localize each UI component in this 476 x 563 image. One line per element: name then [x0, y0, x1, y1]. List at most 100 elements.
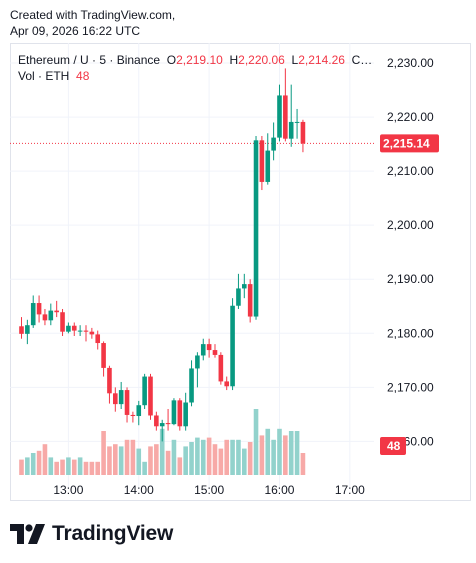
price-axis[interactable]: 2,230.00 2,220.00 2,210.00 2,200.00 2,190.00…	[387, 56, 434, 448]
candle-body	[288, 121, 294, 139]
created-with-header: Created with TradingView.com, Apr 09, 20…	[10, 7, 175, 39]
volume-bar	[189, 442, 194, 475]
axis-badges: 2,215.14 48	[380, 134, 439, 455]
volume-label[interactable]: Vol · ETH	[18, 69, 70, 83]
candle-body	[294, 121, 300, 123]
volume-bar	[136, 448, 142, 475]
tradingview-logo[interactable]: TradingView	[10, 522, 173, 546]
volume-bar	[271, 439, 276, 475]
candle-body	[206, 344, 212, 351]
volume-bar	[118, 446, 124, 475]
volume-bar	[288, 431, 294, 475]
candle-body	[130, 414, 136, 417]
volume-bar	[247, 442, 253, 475]
candle-body	[277, 95, 282, 138]
candle-body	[113, 393, 118, 405]
time-tick-label: 17:00	[335, 483, 365, 497]
candle-body	[218, 354, 224, 382]
candle-body	[83, 330, 89, 332]
volume-bar	[60, 459, 65, 475]
candle-body	[212, 350, 218, 355]
candle-body	[48, 310, 54, 321]
volume-bar	[148, 446, 153, 475]
volume-bar	[300, 453, 306, 475]
volume-bar	[54, 461, 59, 475]
candle-body	[25, 325, 30, 334]
volume-bar	[171, 439, 177, 475]
volume-badge-text: 48	[387, 439, 401, 453]
candle-body	[259, 140, 265, 182]
time-tick-label: 13:00	[53, 483, 83, 497]
candle-body	[230, 305, 235, 387]
snapshot-date: Apr 09, 2026 16:22 UTC	[10, 24, 141, 38]
volume-bar	[101, 431, 106, 475]
volume-bar	[42, 444, 48, 475]
low-value: 2,214.26	[298, 53, 345, 67]
volume-bar	[265, 428, 271, 475]
candle-body	[71, 325, 77, 331]
volume-bar	[253, 409, 259, 475]
candle-body	[165, 423, 171, 425]
volume-bar	[283, 435, 288, 475]
volume-bar	[107, 446, 112, 475]
candle-body	[148, 376, 153, 416]
volume-bar	[89, 461, 95, 475]
volume-bar	[71, 459, 77, 475]
volume-bar	[224, 439, 230, 475]
candle-body	[95, 334, 101, 344]
candle-body	[89, 331, 95, 335]
price-tick-label: 2,180.00	[387, 326, 434, 340]
volume-bar	[294, 431, 300, 475]
candle-body	[200, 344, 206, 356]
price-tick-label: 2,200.00	[387, 218, 434, 232]
candle-body	[60, 312, 65, 332]
candle-body	[36, 303, 42, 315]
volume-bar	[165, 450, 171, 475]
candle-body	[195, 355, 200, 369]
volume-bar	[206, 437, 212, 475]
time-tick-label: 16:00	[264, 483, 294, 497]
candle-body	[101, 343, 106, 368]
time-tick-label: 14:00	[124, 483, 154, 497]
candlestick-chart[interactable]: 2,230.00 2,220.00 2,210.00 2,200.00 2,190.00…	[10, 43, 471, 501]
price-tick-label: 2,230.00	[387, 56, 434, 70]
volume-legend: Vol · ETH 48	[18, 69, 89, 83]
volume-bar	[77, 457, 83, 475]
last-price-badge-text: 2,215.14	[383, 136, 430, 150]
candle-body	[54, 310, 59, 313]
grid-lines	[10, 43, 374, 489]
volume-bar	[212, 444, 218, 475]
candle-body	[77, 330, 83, 332]
open-value: 2,219.10	[176, 53, 223, 67]
volume-bar	[48, 457, 54, 475]
candle-body	[253, 140, 259, 317]
candle-body	[236, 288, 241, 306]
candles	[19, 68, 306, 442]
volume-bar	[19, 459, 24, 475]
candle-body	[224, 381, 230, 387]
candle-body	[171, 400, 177, 425]
symbol-label[interactable]: Ethereum / U · 5 · Binance	[18, 53, 161, 67]
time-axis[interactable]: 13:00 14:00 15:00 16:00 17:00	[53, 483, 365, 497]
volume-bar	[30, 453, 36, 475]
candle-body	[107, 367, 112, 394]
volume-bar	[124, 439, 130, 475]
candle-body	[271, 137, 276, 151]
candle-body	[265, 150, 271, 182]
chart-frame	[10, 43, 471, 501]
candle-body	[159, 423, 165, 427]
volume-bar	[183, 446, 188, 475]
high-label: H	[229, 53, 239, 67]
candle-body	[118, 390, 124, 405]
candle-body	[19, 326, 24, 334]
volume-bar	[130, 439, 136, 475]
candle-body	[247, 284, 253, 317]
time-tick-label: 15:00	[194, 483, 224, 497]
volume-bar	[236, 439, 241, 475]
candle-body	[300, 121, 306, 144]
candle-body	[142, 376, 147, 406]
tradingview-logo-icon	[10, 524, 45, 544]
volume-bars	[19, 409, 306, 475]
volume-bar	[36, 450, 42, 475]
volume-bar	[177, 457, 183, 475]
